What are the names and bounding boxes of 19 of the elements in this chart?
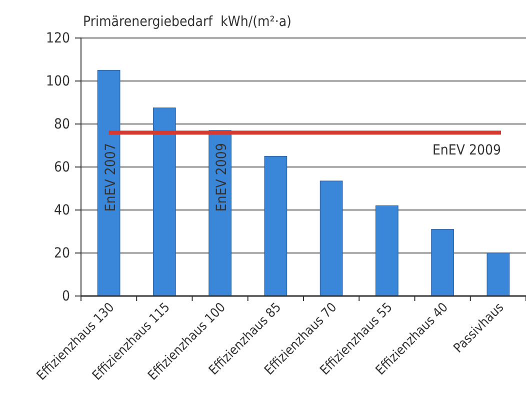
y-tick-label: 60 bbox=[54, 159, 70, 176]
ref-line-label: EnEV 2009 bbox=[432, 142, 501, 159]
bar bbox=[486, 252, 510, 296]
annotation: EnEV 2009 bbox=[214, 143, 230, 212]
y-tick-label: 0 bbox=[62, 288, 70, 304]
y-tick-label: 80 bbox=[54, 116, 70, 132]
y-tick-label: 20 bbox=[54, 245, 70, 262]
y-tick-label: 120 bbox=[46, 30, 70, 46]
bar bbox=[431, 229, 454, 296]
bar bbox=[153, 108, 176, 296]
bar bbox=[97, 70, 120, 296]
bar bbox=[264, 156, 288, 296]
bar bbox=[208, 130, 232, 296]
annotation: EnEV 2007 bbox=[102, 143, 119, 212]
y-tick-label: 100 bbox=[46, 73, 70, 90]
y-axis-title: Primärenergiebedarf kWh/(m²·a) bbox=[83, 14, 292, 30]
y-tick-label: 40 bbox=[54, 202, 70, 218]
bar bbox=[376, 205, 398, 296]
bar bbox=[320, 180, 343, 296]
